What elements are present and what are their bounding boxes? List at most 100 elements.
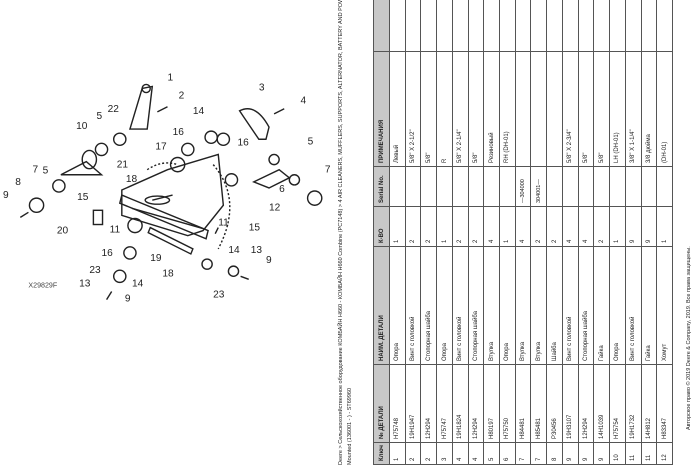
cell-key: 4 (468, 442, 484, 465)
callout: 13 (251, 245, 263, 256)
table-row: 3 H75747 Опора 1 R (436, 0, 453, 465)
callout: 16 (173, 127, 185, 138)
callout: 14 (132, 278, 144, 289)
cell-key: 4 (452, 442, 469, 465)
header-breadcrumb: Deere > Сельскохозяйственное оборудовани… (338, 0, 344, 465)
header-subline: Mounted (136001 - ) - ST69960 (347, 387, 353, 465)
cell-qty: 2 (468, 206, 484, 247)
cell-key: 1 (389, 442, 406, 465)
cell-serial (420, 166, 437, 207)
cell-key: 2 (420, 442, 437, 465)
diagram-drawing (19, 83, 323, 301)
cell-serial: —304000 (515, 166, 531, 207)
cell-notes: RH (DH-01) (499, 51, 516, 167)
cell-notes (530, 51, 547, 167)
callout: 5 (96, 111, 102, 122)
cell-key: 11 (641, 442, 657, 465)
cell-qty: 4 (578, 206, 594, 247)
cell-qty: 2 (593, 206, 610, 247)
callout: 6 (279, 184, 285, 195)
cell-notes: 5/8" X 2-3/4" (562, 51, 579, 167)
cell-notes: 5/8" (468, 51, 484, 167)
callout: 21 (117, 160, 129, 171)
cell-key: 9 (593, 442, 610, 465)
cell-serial (656, 166, 673, 207)
cell-blank (483, 0, 500, 52)
cell-serial (452, 166, 469, 207)
cell-blank (546, 0, 563, 52)
cell-blank (420, 0, 437, 52)
cell-blank (562, 0, 579, 52)
cell-key: 11 (625, 442, 641, 465)
cell-qty: 1 (656, 206, 673, 247)
table-row: 7 H85481 Втулка 2 304001— (530, 0, 547, 465)
cell-qty: 4 (562, 206, 579, 247)
table-row: 2 19H1947 Винт с головкой 2 5/8" X 2-1/2" (405, 0, 421, 465)
cell-part-name: Винт с головкой (452, 246, 469, 365)
cell-part-name: Стопорная шайба (468, 246, 484, 365)
cell-part-name: Втулка (483, 246, 500, 365)
cell-serial (468, 166, 484, 207)
col-qty: К-ВО (373, 206, 390, 247)
cell-part-name: Опора (436, 246, 453, 365)
col-blank (373, 0, 390, 52)
cell-part-no: 19H3107 (562, 364, 579, 443)
cell-part-no: 19H1732 (625, 364, 641, 443)
table-row: 4 19H1824 Винт с головкой 2 5/8" X 2-1/4" (452, 0, 469, 465)
callout: 22 (108, 104, 120, 115)
cell-notes (515, 51, 531, 167)
cell-qty: 4 (483, 206, 500, 247)
cell-blank (515, 0, 531, 52)
cell-blank (609, 0, 626, 52)
callout: 9 (3, 190, 9, 201)
callout: 23 (213, 290, 225, 301)
cell-serial: 304001— (530, 166, 547, 207)
cell-serial (546, 166, 563, 207)
cell-qty: 1 (609, 206, 626, 247)
cell-qty: 4 (515, 206, 531, 247)
parts-diagram: 1 2 3 4 5 5 5 6 7 7 8 9 9 9 10 11 11 12 … (3, 72, 331, 304)
cell-part-name: Хомут (656, 246, 673, 365)
cell-part-name: Винт с головкой (405, 246, 421, 365)
cell-serial (578, 166, 594, 207)
cell-part-no: 19H1824 (452, 364, 469, 443)
callout: 19 (150, 253, 162, 264)
cell-serial (405, 166, 421, 207)
callout: 12 (269, 202, 281, 213)
cell-qty: 2 (420, 206, 437, 247)
cell-notes: 3/8 дюйма (641, 51, 657, 167)
cell-part-no: 14H1039 (593, 364, 610, 443)
table-row: 9 12H294 Стопорная шайба 4 5/8" (578, 0, 594, 465)
cell-serial (436, 166, 453, 207)
cell-notes: LH (DH-01) (609, 51, 626, 167)
cell-notes: 5/8" (420, 51, 437, 167)
table-row: 7 H84481 Втулка 4 —304000 (515, 0, 531, 465)
cell-part-name: Опора (609, 246, 626, 365)
cell-part-no: H85481 (530, 364, 547, 443)
cell-part-name: Гайка (641, 246, 657, 365)
cell-serial (483, 166, 500, 207)
table-row: 4 12H294 Стопорная шайба 2 5/8" (468, 0, 484, 465)
cell-notes: 3/8" X 1-1/4" (625, 51, 641, 167)
cell-key: 10 (609, 442, 626, 465)
cell-part-no: H75747 (436, 364, 453, 443)
callout: 10 (76, 121, 88, 132)
callout: 15 (77, 192, 89, 203)
cell-key: 7 (515, 442, 531, 465)
cell-part-name: Гайка (593, 246, 610, 365)
callout: 14 (193, 106, 205, 117)
cell-notes (546, 51, 563, 167)
cell-key: 9 (578, 442, 594, 465)
callout: 18 (162, 268, 174, 279)
cell-serial (609, 166, 626, 207)
cell-serial (562, 166, 579, 207)
callout: 16 (238, 137, 250, 148)
cell-part-no: 12H294 (578, 364, 594, 443)
callout: 7 (325, 165, 331, 176)
cell-blank (452, 0, 469, 52)
cell-part-name: Опора (499, 246, 516, 365)
cell-blank (405, 0, 421, 52)
table-row: 11 19H1732 Винт с головкой 9 3/8" X 1-1/4" (625, 0, 641, 465)
callout: 13 (79, 278, 91, 289)
cell-qty: 2 (530, 206, 547, 247)
